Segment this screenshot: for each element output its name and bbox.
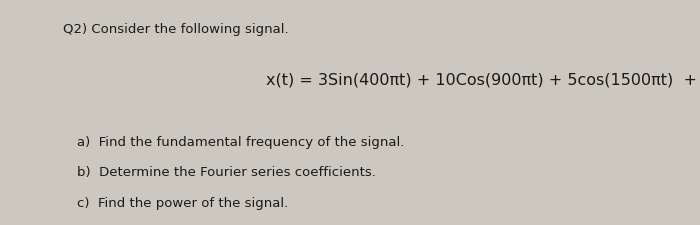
Text: Q2) Consider the following signal.: Q2) Consider the following signal.: [63, 22, 288, 36]
Text: x(t) = 3Sin(400πt) + 10Cos(900πt) + 5cos(1500πt)  + 6Sin(1600πt): x(t) = 3Sin(400πt) + 10Cos(900πt) + 5cos…: [266, 72, 700, 87]
Text: b)  Determine the Fourier series coefficients.: b) Determine the Fourier series coeffici…: [77, 165, 376, 178]
Text: a)  Find the fundamental frequency of the signal.: a) Find the fundamental frequency of the…: [77, 135, 405, 148]
Text: c)  Find the power of the signal.: c) Find the power of the signal.: [77, 196, 288, 209]
